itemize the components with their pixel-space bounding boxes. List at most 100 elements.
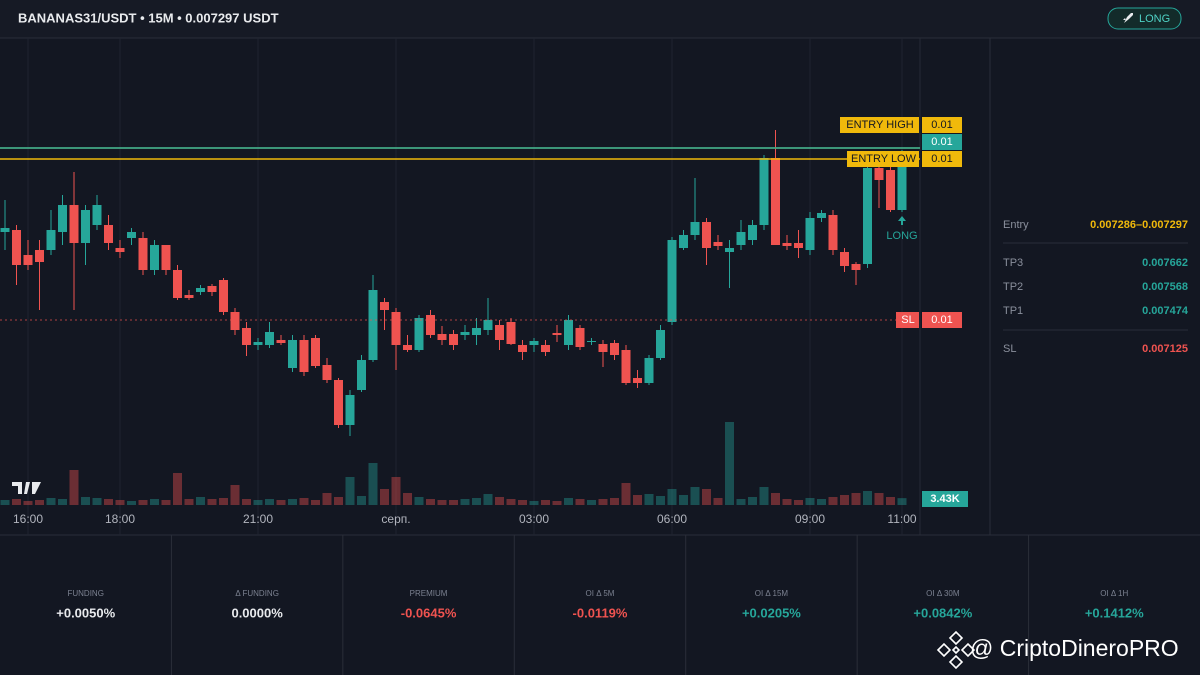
candle-body [322, 365, 332, 380]
volume-bar [598, 499, 608, 505]
volume-label: 3.43K [930, 493, 959, 505]
candle-body [403, 345, 412, 350]
volume-bar [403, 493, 412, 505]
candle-body [81, 210, 90, 243]
volume-bar [667, 489, 677, 505]
candle-body [794, 243, 803, 248]
level-tag-value: 0.01 [931, 153, 952, 165]
stat-label: Δ FUNDING [235, 589, 279, 598]
candle-body [552, 333, 562, 335]
volume-bar [621, 483, 631, 505]
level-name: ENTRY HIGH [846, 119, 913, 131]
plot: 16:00 18:00 21:00 серп. 03:00 06:00 09:00 11:00… [0, 38, 968, 535]
candle-body [58, 205, 67, 232]
candle-body [35, 250, 44, 262]
panel-label: SL [1003, 343, 1016, 355]
volume-bar [529, 501, 539, 505]
candle-body [851, 264, 861, 270]
volume-bar [414, 497, 424, 505]
volume-bar [196, 497, 205, 505]
volume-bar [564, 498, 573, 505]
volume-bar [702, 489, 711, 505]
candle-body [886, 170, 895, 210]
candle-body [587, 341, 596, 342]
volume-bar [173, 473, 182, 505]
candle-body [0, 228, 10, 232]
x-tick-label: 06:00 [657, 512, 687, 526]
volume-bar [380, 489, 389, 505]
candle-body [736, 232, 746, 245]
candle-body [460, 332, 470, 335]
volume-bar [495, 497, 504, 505]
stat-value: +0.0842% [913, 605, 972, 620]
stats-row: FUNDING +0.0050% Δ FUNDING 0.0000% PREMIUM -0… [56, 535, 1144, 675]
candle-body [449, 334, 458, 345]
volume-bar [368, 463, 378, 505]
stat-label: OI Δ 5M [586, 589, 615, 598]
volume-bar [288, 499, 297, 505]
volume-bar [679, 495, 688, 505]
volume-bar [782, 499, 792, 505]
volume-bar [115, 500, 125, 505]
volume-bar [460, 499, 470, 505]
volume-bar [311, 500, 320, 505]
tv-logo [12, 482, 41, 494]
stat-label: OI Δ 1H [1100, 589, 1128, 598]
candle-body [380, 302, 389, 310]
level-name: ENTRY LOW [851, 153, 917, 165]
candle-body [644, 358, 654, 383]
level-name-bg [840, 117, 919, 133]
candle-body [150, 245, 159, 270]
candle-body [679, 235, 688, 248]
volume-bar [886, 497, 895, 505]
candle-body [564, 320, 573, 345]
candle-body [207, 286, 217, 292]
candle-body [805, 218, 815, 250]
candle-body [368, 290, 378, 360]
volume-bar [587, 500, 596, 505]
volume-bar [104, 499, 113, 505]
volume-bar [518, 500, 527, 505]
volume-bar [897, 498, 907, 505]
volume-bar [748, 497, 757, 505]
candle-body [12, 230, 21, 265]
candle-body [299, 340, 309, 372]
volume-bar [851, 493, 861, 505]
candle-body [529, 341, 539, 345]
level-name-bg [847, 151, 919, 167]
volume-bar [805, 498, 815, 505]
x-tick-label: 09:00 [795, 512, 825, 526]
candle-body [115, 248, 125, 252]
volume-bar [817, 499, 826, 505]
candle-body [184, 295, 194, 298]
volume-bar [92, 498, 102, 505]
candle-body [656, 330, 665, 358]
stat-value: 0.0000% [231, 605, 283, 620]
volume-bar [610, 498, 619, 505]
volume-bar [771, 493, 780, 505]
stat-value: +0.0205% [742, 605, 801, 620]
volume-bar [184, 499, 194, 505]
candle-body [472, 328, 481, 335]
panel-label: TP1 [1003, 305, 1023, 317]
volume-bar [253, 500, 263, 505]
x-tick-label: 21:00 [243, 512, 273, 526]
candle-body [414, 318, 424, 350]
long-button[interactable]: LONG [1107, 7, 1182, 30]
level-tag-value: 0.01 [931, 314, 952, 326]
annotation-arrow [898, 216, 906, 225]
stat-label: FUNDING [67, 589, 103, 598]
button-label[interactable]: LONG [1139, 13, 1170, 25]
side-panel: Entry 0.007286–0.007297 TP3 0.007662 TP2 0.00… [1003, 219, 1189, 355]
x-tick-label: 11:00 [887, 512, 916, 526]
volume-bar [150, 499, 159, 505]
volume-bar [828, 497, 838, 505]
button-bg[interactable] [1107, 7, 1182, 30]
annotation: LONG [886, 230, 917, 242]
header-bar [0, 0, 1200, 38]
volume-bar [46, 498, 56, 505]
volume-bar [437, 500, 447, 505]
